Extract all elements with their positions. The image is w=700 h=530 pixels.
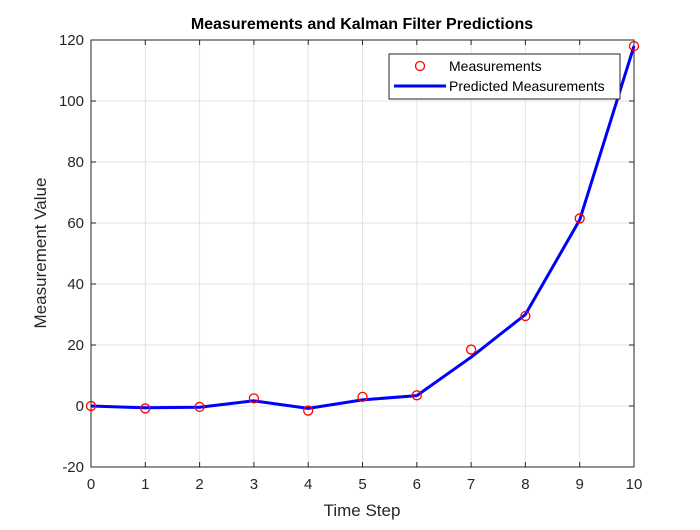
x-tick-label: 3 <box>250 476 258 493</box>
x-tick-label: 10 <box>626 476 643 493</box>
x-tick-label: 2 <box>195 476 203 493</box>
legend: Measurements Predicted Measurements <box>388 53 621 100</box>
measurement-point <box>574 213 585 224</box>
y-tick-label: 0 <box>76 398 84 415</box>
y-tick-label: 120 <box>59 32 84 49</box>
measurement-point <box>194 401 205 413</box>
x-tick-label: 1 <box>141 476 149 493</box>
x-tick-label: 4 <box>304 476 312 493</box>
legend-measurements-label: Measurements <box>449 58 542 74</box>
series-layer <box>85 40 640 416</box>
predicted-measurements-line <box>90 45 636 410</box>
measurement-point <box>85 400 97 412</box>
measurement-point <box>628 40 640 52</box>
measurement-point <box>465 344 477 355</box>
y-tick-label: -20 <box>62 459 84 476</box>
measurement-point <box>248 393 260 404</box>
y-axis-title: Measurement Value <box>31 178 50 329</box>
y-tick-label: 100 <box>59 93 84 110</box>
measurement-point <box>140 403 151 414</box>
y-tick-label: 20 <box>67 337 84 354</box>
y-tick-label: 40 <box>67 276 84 293</box>
legend-predicted-label: Predicted Measurements <box>449 78 605 94</box>
x-tick-label: 6 <box>413 476 421 493</box>
x-tick-label: 8 <box>521 476 529 493</box>
y-tick-label: 60 <box>67 215 84 232</box>
x-tick-label: 5 <box>358 476 366 493</box>
y-tick-label: 80 <box>67 154 84 171</box>
x-tick-label: 9 <box>576 476 584 493</box>
chart-title: Measurements and Kalman Filter Predictio… <box>191 16 533 33</box>
measurement-point <box>357 391 368 403</box>
x-axis-title: Time Step <box>324 501 401 520</box>
measurement-point <box>520 310 531 322</box>
legend-box <box>388 53 621 100</box>
measurement-point <box>303 405 314 416</box>
x-tick-label: 7 <box>467 476 475 493</box>
measurement-point <box>411 390 422 401</box>
x-tick-label: 0 <box>87 476 95 493</box>
legend-measurements-marker <box>414 60 426 72</box>
